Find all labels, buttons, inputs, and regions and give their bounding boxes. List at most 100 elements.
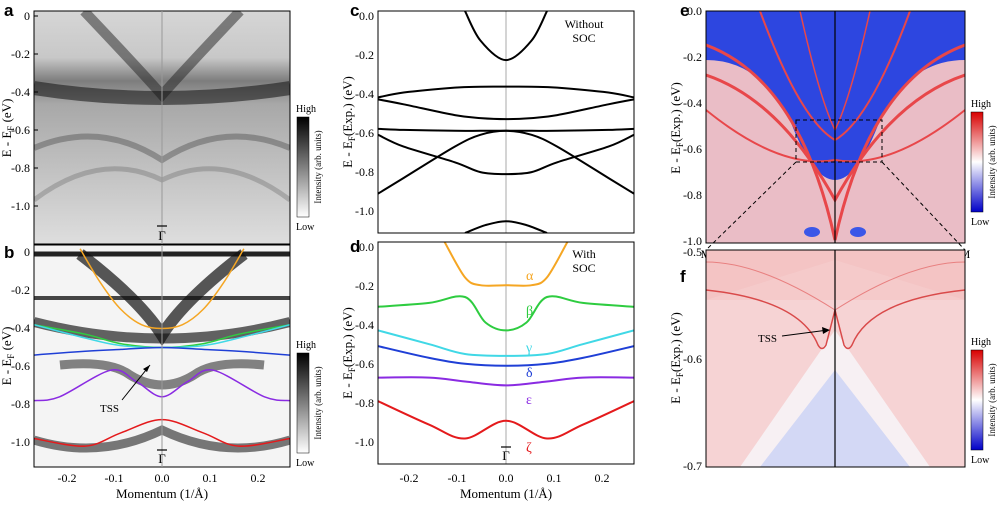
- panel-e-ytick: -0.2: [683, 50, 702, 64]
- panel-f-tss-annotation: TSS: [758, 333, 777, 345]
- panel-d-band-1: [378, 295, 634, 332]
- panel-d-ytick: 0.0: [359, 240, 374, 254]
- panel-b-xaxis: -0.2 -0.1 0.0 0.1 0.2: [58, 471, 266, 485]
- panel-d-band-3: [378, 345, 634, 367]
- panel-e-label: e: [680, 1, 689, 20]
- panel-e-ytick: -0.8: [683, 188, 702, 202]
- panel-b-colorbar: High Low Intensity (arb. units): [296, 340, 323, 469]
- panel-b-xtick: 0.2: [251, 471, 266, 485]
- panel-b-cbar-high: High: [296, 340, 316, 351]
- panel-b-xtick: -0.1: [105, 471, 124, 485]
- panel-e-ytick: -0.4: [683, 96, 702, 110]
- panel-f-yaxis: -0.5 -0.6 -0.7: [683, 245, 702, 473]
- panel-b-ytick: -0.2: [11, 283, 30, 297]
- panel-c-legend-line1: Without: [565, 17, 605, 31]
- panel-b-cbar-title: Intensity (arb. units): [313, 366, 323, 439]
- panel-e-ytick: 0.0: [687, 4, 702, 18]
- panel-a-colorbar: High Low Intensity (arb. units): [296, 104, 323, 233]
- panel-f-ytick: -0.5: [683, 245, 702, 259]
- panel-c-band-4: [378, 129, 634, 195]
- panel-e-ytick: -1.0: [683, 234, 702, 248]
- panel-b-xtick: -0.2: [58, 471, 77, 485]
- panel-e-cbar-high: High: [971, 99, 991, 110]
- band-label-alpha: α: [526, 269, 534, 284]
- panel-a-ytick: 0: [24, 9, 30, 23]
- panel-f-ylabel: E - EF(Exp.) (eV): [668, 312, 685, 404]
- panel-a-ytick: -0.6: [11, 123, 30, 137]
- panel-c-bands: [378, 11, 634, 233]
- panel-e-colorbar: High Low Intensity (arb. units): [970, 99, 997, 228]
- panel-c-band-5: [464, 11, 548, 62]
- panel-d-calc-soc: d 0.0 -0.2 -0.4 -0.6 -0.8 -1.0 E - EF(Ex…: [340, 237, 635, 501]
- panel-d-ytick: -0.2: [355, 279, 374, 293]
- panel-a-label: a: [4, 1, 14, 20]
- band-label-gamma: γ: [525, 341, 532, 356]
- panel-d-ylabel: E - EF(Exp.) (eV): [340, 307, 357, 399]
- panel-d-band-4: [378, 376, 634, 387]
- panel-f-cbar-high: High: [971, 337, 991, 348]
- panel-c-label: c: [350, 1, 359, 20]
- panel-b-cbar-low: Low: [296, 458, 315, 469]
- panel-c-ylabel: E - EF(Exp.) (eV): [340, 76, 357, 168]
- panel-c-ytick: -1.0: [355, 204, 374, 218]
- band-label-delta: δ: [526, 366, 533, 381]
- panel-d-band-5: [378, 400, 634, 440]
- panel-e-cbar-title: Intensity (arb. units): [987, 125, 997, 198]
- panel-d-xtick: -0.2: [400, 471, 419, 485]
- panel-c-ytick: -0.6: [355, 126, 374, 140]
- panel-d-xtick: -0.1: [448, 471, 467, 485]
- panel-b-ytick: -0.8: [11, 397, 30, 411]
- panel-b-ytick: -0.6: [11, 359, 30, 373]
- panel-e-yaxis: 0.0 -0.2 -0.4 -0.6 -0.8 -1.0: [683, 4, 702, 248]
- panel-c-band-0: [378, 85, 634, 99]
- panel-c-legend-line2: SOC: [572, 31, 595, 45]
- panel-d-band-0: [443, 242, 569, 287]
- panel-a-ytick: -0.8: [11, 161, 30, 175]
- panel-a-cbar-low: Low: [296, 222, 315, 233]
- panel-b-label: b: [4, 243, 14, 262]
- panel-b-xlabel: Momentum (1/Å): [116, 486, 208, 501]
- panel-e-zoom-box: [795, 119, 883, 163]
- panel-f-cbar-low: Low: [971, 455, 990, 466]
- panel-f-ytick: -0.7: [683, 459, 702, 473]
- panel-d-xtick: 0.1: [547, 471, 562, 485]
- panel-f-cbar-title: Intensity (arb. units): [987, 363, 997, 436]
- panel-c-band-1: [378, 98, 634, 121]
- panel-a-cbar-title: Intensity (arb. units): [313, 130, 323, 203]
- panel-d-legend-line1: With: [572, 247, 596, 261]
- panel-b-ytick: -0.4: [11, 321, 30, 335]
- panel-b-tss-arrow: [121, 364, 151, 401]
- panel-b-tss-annotation: TSS: [100, 403, 119, 415]
- panel-a-arpes: a 0 -0.2 -0.4 -0.6 -0.8 -1.0 E - EF (eV)…: [0, 1, 323, 245]
- panel-d-xaxis: -0.2 -0.1 0.0 0.1 0.2: [400, 471, 610, 485]
- panel-d-ytick: -0.6: [355, 357, 374, 371]
- panel-b-gamma-label: Γ: [158, 451, 166, 466]
- panel-d-ytick: -1.0: [355, 435, 374, 449]
- panel-b-arpes-fits: b 0 -0.2 -0.4 -0.6 -0.8 -1.0 E - EF (eV)…: [0, 243, 323, 501]
- panel-a-ytick: -1.0: [11, 199, 30, 213]
- panel-b-yaxis: 0 -0.2 -0.4 -0.6 -0.8 -1.0: [11, 245, 30, 449]
- panel-b-ytick: -1.0: [11, 435, 30, 449]
- panel-d-ytick: -0.4: [355, 318, 374, 332]
- panel-d-band-2: [378, 329, 634, 357]
- panel-c-ytick: -0.4: [355, 87, 374, 101]
- panel-c-yaxis: 0.0 -0.2 -0.4 -0.6 -0.8 -1.0: [355, 9, 374, 218]
- panel-a-cbar-high: High: [296, 104, 316, 115]
- panel-d-legend-line2: SOC: [572, 261, 595, 275]
- panel-c-ytick: -0.8: [355, 165, 374, 179]
- panel-d-xtick: 0.0: [499, 471, 514, 485]
- panel-f-colorbar: High Low Intensity (arb. units): [970, 337, 997, 466]
- panel-b-xtick: 0.1: [203, 471, 218, 485]
- panel-c-band-3: [378, 133, 634, 176]
- panel-f-zoom: f -0.5 -0.6 -0.7 E - EF(Exp.) (eV) TSS H…: [668, 245, 997, 473]
- panel-d-ytick: -0.8: [355, 396, 374, 410]
- panel-e-cbar-low: Low: [971, 217, 990, 228]
- band-label-beta: β: [526, 304, 533, 319]
- panel-b-ytick: 0: [24, 245, 30, 259]
- panel-a-yaxis: 0 -0.2 -0.4 -0.6 -0.8 -1.0: [11, 9, 38, 213]
- panel-e-ytick: -0.6: [683, 142, 702, 156]
- band-label-epsilon: ε: [526, 393, 532, 408]
- panel-e-ylabel: E - EF(Exp.) (eV): [668, 82, 685, 174]
- band-label-zeta: ζ: [526, 441, 532, 456]
